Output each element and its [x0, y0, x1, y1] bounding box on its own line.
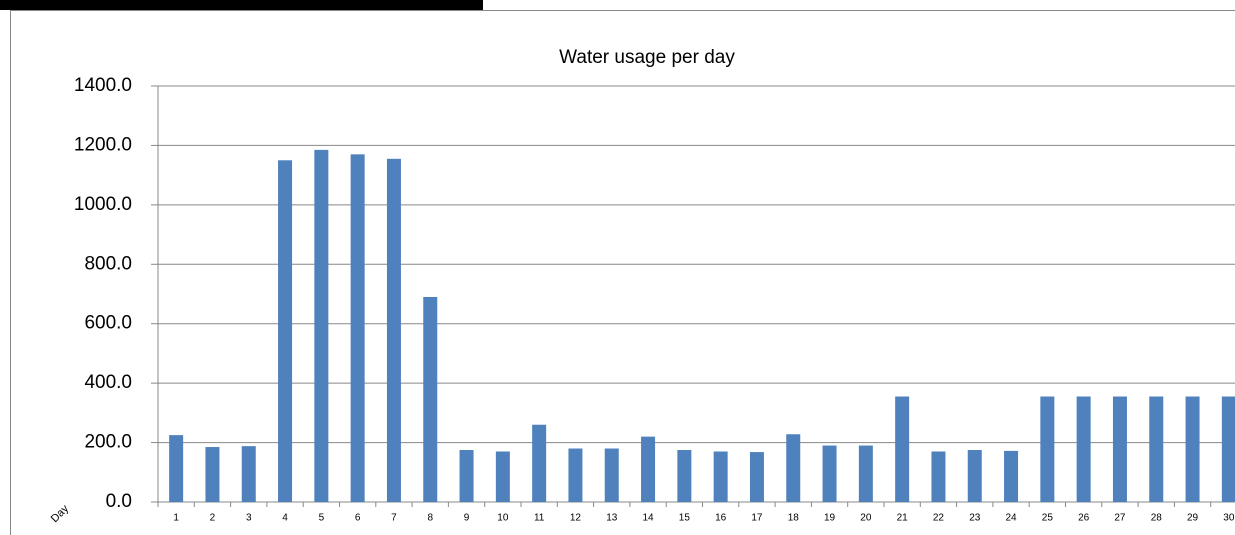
bar	[169, 435, 184, 502]
bar	[1076, 396, 1091, 502]
x-tick-label: 19	[824, 513, 836, 524]
bar	[423, 296, 438, 502]
bar	[532, 424, 547, 502]
bar	[1185, 396, 1200, 502]
bar	[278, 160, 293, 503]
x-tick-label: 7	[391, 513, 397, 524]
x-tick-label: 2	[210, 513, 216, 524]
bar	[1040, 396, 1055, 502]
y-tick-label: 0.0	[106, 491, 132, 512]
bar	[314, 149, 329, 502]
bar	[786, 434, 801, 502]
x-tick-label: 4	[282, 513, 288, 524]
bar	[241, 446, 256, 502]
bar	[386, 158, 401, 503]
bar	[350, 154, 365, 503]
x-tick-label: 24	[1005, 513, 1017, 524]
bar	[459, 450, 474, 502]
x-tick-label: 13	[606, 513, 618, 524]
x-tick-label: 12	[570, 513, 582, 524]
bar	[568, 448, 583, 502]
bar	[822, 445, 837, 502]
chart-title: Water usage per day	[559, 47, 735, 68]
x-tick-label: 6	[355, 513, 361, 524]
bar	[205, 447, 220, 502]
bar	[895, 396, 910, 502]
x-tick-label: 14	[642, 513, 654, 524]
x-tick-label: 8	[427, 513, 433, 524]
bar	[749, 452, 764, 502]
x-tick-label: 25	[1042, 513, 1054, 524]
y-tick-label: 1200.0	[74, 134, 132, 155]
bar	[1221, 396, 1235, 502]
y-tick-label: 1400.0	[74, 75, 132, 96]
x-tick-label: 30	[1223, 513, 1235, 524]
x-tick-label: 1	[173, 513, 179, 524]
bar	[1004, 450, 1019, 502]
bar	[931, 451, 946, 502]
x-tick-label: 15	[679, 513, 691, 524]
bar	[1149, 396, 1164, 502]
x-tick-label: 11	[534, 513, 545, 524]
x-tick-label: 17	[751, 513, 763, 524]
y-tick-label: 1000.0	[74, 194, 132, 215]
x-tick-label: 27	[1114, 513, 1126, 524]
top-bar	[0, 0, 483, 10]
x-tick-label: 9	[464, 513, 470, 524]
y-tick-label: 200.0	[84, 432, 132, 453]
y-tick-label: 800.0	[84, 253, 132, 274]
bar	[1112, 396, 1127, 502]
y-tick-label: 400.0	[84, 372, 132, 393]
x-tick-label: 5	[319, 513, 325, 524]
x-tick-label: 20	[860, 513, 872, 524]
x-tick-label: 21	[897, 513, 909, 524]
bar	[713, 451, 728, 502]
x-tick-label: 16	[715, 513, 727, 524]
x-tick-label: 18	[788, 513, 800, 524]
x-tick-label: 3	[246, 513, 252, 524]
bar	[641, 436, 656, 502]
bar	[858, 445, 873, 502]
x-tick-label: 29	[1187, 513, 1199, 524]
x-tick-label: 22	[933, 513, 945, 524]
bar	[604, 448, 619, 502]
x-tick-label: 23	[969, 513, 981, 524]
x-tick-label: 10	[497, 513, 509, 524]
bar	[967, 450, 982, 502]
x-tick-label: 28	[1151, 513, 1163, 524]
bar	[495, 451, 510, 502]
y-tick-label: 600.0	[84, 313, 132, 334]
bar	[677, 450, 692, 502]
x-tick-label: 26	[1078, 513, 1090, 524]
